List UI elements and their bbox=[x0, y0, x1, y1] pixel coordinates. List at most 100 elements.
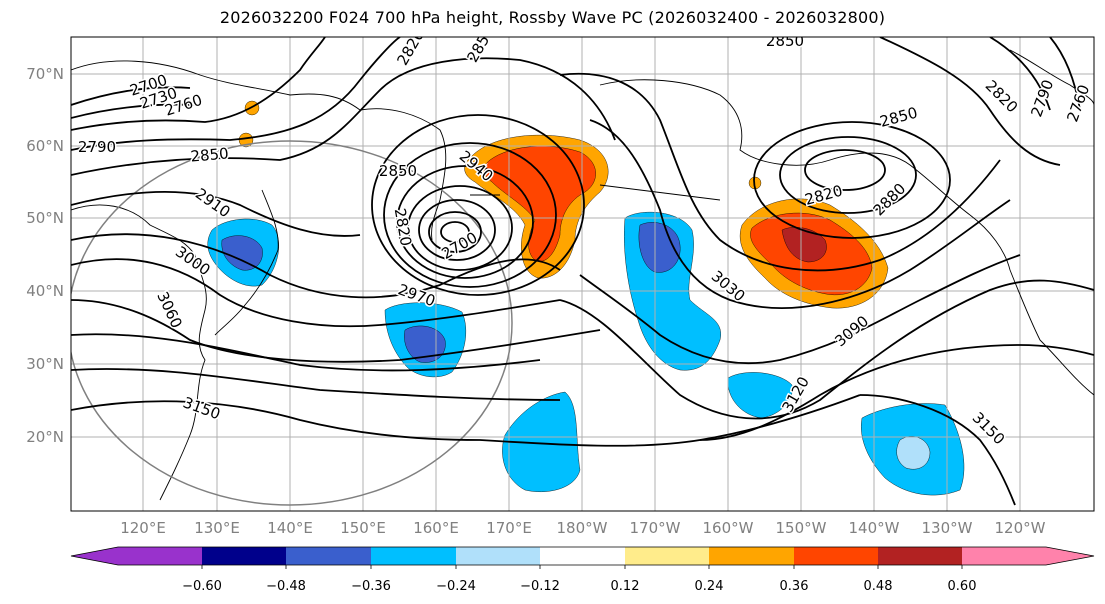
longitude-label: 120°W bbox=[995, 519, 1046, 537]
coastline-alaska bbox=[599, 79, 971, 216]
contour-2910 bbox=[71, 190, 361, 237]
coastline-asia bbox=[71, 60, 361, 501]
colorbar-tick-label: 0.60 bbox=[948, 579, 977, 594]
contour-east-2940 bbox=[589, 119, 1011, 309]
longitude-label: 160°W bbox=[703, 519, 754, 537]
contour-east-3120 bbox=[699, 344, 1094, 441]
contour-low-2 bbox=[428, 211, 482, 253]
contour-2970 bbox=[71, 233, 561, 299]
longitude-label: 180°W bbox=[557, 519, 608, 537]
contour-east-3150 bbox=[859, 394, 1016, 506]
colorbar-segment bbox=[456, 547, 540, 565]
colorbar-tick-label: 0.12 bbox=[611, 579, 640, 594]
contour-2790 bbox=[71, 37, 401, 151]
longitude-label: 130°E bbox=[194, 519, 240, 537]
coastline-north-america bbox=[969, 49, 1094, 396]
contour-low-4 bbox=[407, 185, 513, 271]
colorbar-tick-label: −0.48 bbox=[266, 579, 306, 594]
coastline-japan bbox=[214, 189, 279, 336]
colorbar-tick-label: 0.24 bbox=[695, 579, 724, 594]
longitude-label: 140°E bbox=[267, 519, 313, 537]
contour-3000 bbox=[71, 258, 561, 328]
longitude-label: 170°E bbox=[486, 519, 532, 537]
contour-low-6 bbox=[383, 142, 557, 288]
longitude-label: 130°W bbox=[922, 519, 973, 537]
map-title: 2026032200 F024 700 hPa height, Rossby W… bbox=[219, 8, 886, 27]
graticule bbox=[71, 37, 1094, 511]
latitude-label: 30°N bbox=[26, 355, 64, 373]
height-contours bbox=[71, 37, 1094, 506]
contour-north-2820 bbox=[879, 37, 1061, 166]
colorbar-segment bbox=[878, 547, 962, 565]
longitude-label: 160°E bbox=[413, 519, 459, 537]
colorbar-tick-label: −0.24 bbox=[436, 579, 476, 594]
contour-2760 bbox=[71, 37, 326, 131]
colorbar-tick-label: −0.36 bbox=[351, 579, 391, 594]
colorbar-segment bbox=[286, 547, 371, 565]
negative-anomaly-subtropical-mid bbox=[727, 372, 793, 419]
contour-3150 bbox=[71, 394, 861, 447]
positive-anomaly-ne-pacific-max bbox=[781, 227, 827, 263]
latitude-label: 40°N bbox=[26, 282, 64, 300]
contour-low-3 bbox=[418, 199, 496, 261]
negative-anomaly-nw-pacific-core bbox=[404, 325, 446, 363]
contour-3060 bbox=[71, 299, 601, 363]
negative-anomaly-subtropical-east-core bbox=[896, 436, 931, 470]
contour-low-7 bbox=[371, 114, 585, 296]
colorbar-segment bbox=[540, 547, 625, 565]
coastline-islands bbox=[470, 184, 721, 201]
colorbar-segment bbox=[709, 547, 794, 565]
longitude-label: 150°W bbox=[776, 519, 827, 537]
colorbar-tick-label: −0.60 bbox=[182, 579, 222, 594]
colorbar-tick-label: 0.36 bbox=[780, 579, 809, 594]
contour-2730 bbox=[71, 103, 196, 119]
coastlines bbox=[71, 49, 1094, 501]
colorbar-segment bbox=[202, 547, 286, 565]
latitude-label: 60°N bbox=[26, 137, 64, 155]
contour-east-2880 bbox=[559, 72, 1001, 272]
contour-label: 2790 bbox=[78, 138, 116, 156]
colorbar-arrow-high bbox=[962, 547, 1094, 565]
latitude-label: 50°N bbox=[26, 209, 64, 227]
range-circle bbox=[71, 140, 513, 506]
anomaly-shading bbox=[207, 100, 965, 496]
negative-anomaly-subtropical-west bbox=[502, 391, 581, 492]
longitude-label: 120°E bbox=[120, 519, 166, 537]
contour-label: 2850 bbox=[766, 32, 804, 50]
contour-ne-low-1 bbox=[804, 149, 886, 191]
longitude-label: 140°W bbox=[849, 519, 900, 537]
colorbar-tick-label: −0.12 bbox=[520, 579, 560, 594]
latitude-label: 20°N bbox=[26, 428, 64, 446]
positive-anomaly-kamchatka-core bbox=[484, 145, 596, 262]
contour-2700 bbox=[71, 86, 191, 106]
contour-east-3030 bbox=[579, 254, 1021, 365]
contour-3090 bbox=[71, 333, 541, 372]
contour-label: 2850 bbox=[190, 144, 230, 165]
colorbar-segment bbox=[371, 547, 456, 565]
map-frame bbox=[70, 36, 1095, 512]
colorbar-segment bbox=[625, 547, 709, 565]
contour-north-2760 bbox=[1049, 37, 1081, 111]
longitude-label: 150°E bbox=[340, 519, 386, 537]
colorbar-segment bbox=[794, 547, 878, 565]
longitude-labels: 120°E 130°E 140°E 150°E 160°E 170°E 180°W 170°W… bbox=[120, 519, 1045, 537]
latitude-label: 70°N bbox=[26, 65, 64, 83]
contour-north-2790 bbox=[989, 37, 1051, 111]
colorbar-tick-label: 0.48 bbox=[864, 579, 893, 594]
latitude-labels: 70°N 60°N 50°N 40°N 30°N 20°N bbox=[26, 65, 64, 446]
contour-east-3090 bbox=[559, 279, 1094, 420]
negative-anomaly-japan-core bbox=[221, 235, 263, 271]
contour-label: 2850 bbox=[379, 162, 417, 180]
contour-low-5 bbox=[396, 165, 534, 279]
contour-ne-low-3 bbox=[753, 121, 951, 239]
contour-3120 bbox=[71, 368, 561, 401]
colorbar: −0.60 −0.48 −0.36 −0.24 −0.12 0.12 0.24 0.36 0.4… bbox=[70, 546, 1095, 594]
longitude-label: 170°W bbox=[630, 519, 681, 537]
colorbar-arrow-low bbox=[71, 547, 202, 565]
contour-2850 bbox=[71, 57, 616, 176]
contour-ne-low-2 bbox=[779, 136, 917, 214]
coastline-kamchatka bbox=[359, 108, 447, 241]
contour-low-1 bbox=[440, 221, 470, 243]
colorbar-outline bbox=[70, 546, 1095, 566]
